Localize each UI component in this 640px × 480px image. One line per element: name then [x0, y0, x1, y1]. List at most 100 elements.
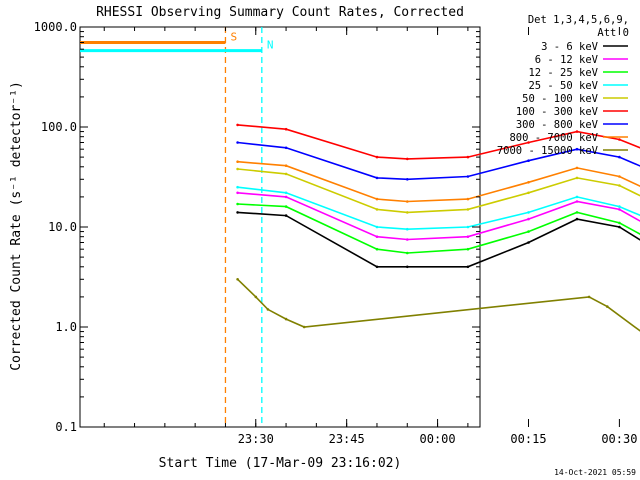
series-7-point-2 — [375, 197, 379, 201]
series-line-8 — [237, 278, 640, 332]
time-markers: SN — [80, 27, 274, 427]
series-2-point-3 — [406, 251, 409, 255]
series-1-point-5 — [527, 217, 530, 221]
series-8-point-5 — [587, 295, 591, 299]
legend-label-0: 3 - 6 keV — [541, 41, 599, 53]
series-3-point-7 — [618, 205, 621, 208]
series-3-point-2 — [375, 225, 379, 229]
series-2-point-1 — [284, 205, 288, 208]
x-tick-label: 00:00 — [420, 432, 456, 446]
series-4-point-4 — [466, 208, 470, 211]
series-4-point-7 — [618, 184, 621, 187]
legend-label-4: 50 - 100 keV — [522, 93, 599, 105]
series-2-point-7 — [618, 221, 621, 225]
series-4-point-5 — [527, 191, 530, 195]
y-tick-label: 0.1 — [55, 420, 77, 434]
series-8-point-2 — [266, 308, 270, 311]
series-2-point-6 — [575, 211, 579, 214]
y-tick-label: 100.0 — [41, 120, 77, 134]
legend-label-7: 800 - 7000 keV — [509, 132, 598, 144]
series-5-point-6 — [575, 130, 579, 133]
x-tick-label: 00:30 — [601, 432, 637, 446]
y-tick-label: 1.0 — [55, 320, 77, 334]
chart-title: RHESSI Observing Summary Count Rates, Co… — [96, 5, 464, 20]
series-6-point-2 — [375, 176, 379, 180]
series-8-point-4 — [302, 325, 306, 329]
series-1-point-3 — [406, 238, 409, 241]
x-tick-label: 00:15 — [510, 432, 546, 446]
series-6-point-6 — [575, 147, 579, 151]
series-4-point-0 — [236, 167, 239, 171]
x-tick-label: 23:30 — [238, 432, 274, 446]
series-6-point-7 — [618, 155, 621, 159]
series-1-point-2 — [375, 235, 379, 238]
marker-label-n: N — [267, 39, 274, 52]
series-2-point-5 — [527, 230, 530, 233]
series-2-point-0 — [236, 202, 239, 206]
series-8-point-3 — [284, 317, 288, 321]
y-tick-label: 10.0 — [48, 220, 77, 234]
series-1-point-4 — [466, 235, 470, 238]
series-8-point-1 — [254, 295, 258, 299]
series-6-point-3 — [406, 178, 409, 181]
legend-label-6: 300 - 800 keV — [516, 119, 599, 131]
series-7-point-3 — [406, 200, 409, 203]
series-0-point-1 — [284, 214, 288, 217]
x-tick-label: 23:45 — [329, 432, 365, 446]
series-0-point-4 — [466, 265, 470, 269]
series-6-point-1 — [284, 146, 288, 150]
series-1-point-0 — [236, 191, 239, 195]
series-1-point-6 — [575, 200, 579, 203]
series-1-point-1 — [284, 195, 288, 199]
series-4-point-3 — [406, 211, 409, 214]
series-3-point-4 — [466, 225, 470, 229]
series-3-point-5 — [527, 211, 530, 214]
series-0-point-2 — [375, 265, 379, 269]
series-0-point-3 — [406, 265, 409, 269]
series-0-point-5 — [527, 241, 530, 244]
series-lines — [236, 123, 640, 332]
y-axis: 0.1 1.0 10.0 100.0 1000.0 — [34, 20, 480, 434]
plot-area — [79, 26, 481, 428]
series-0-point-7 — [618, 225, 621, 229]
series-6-point-0 — [236, 141, 239, 144]
legend-label-8: 7000 - 15000 keV — [497, 145, 599, 157]
x-axis-label: Start Time (17-Mar-09 23:16:02) — [159, 456, 402, 471]
series-6-point-4 — [466, 175, 470, 178]
series-7-point-0 — [236, 160, 239, 163]
series-3-point-0 — [236, 185, 239, 189]
series-7-point-5 — [527, 181, 530, 184]
series-5-point-5 — [527, 141, 530, 144]
series-2-point-2 — [375, 247, 379, 251]
series-1-point-7 — [618, 208, 621, 211]
series-4-point-6 — [575, 176, 579, 180]
series-5-point-4 — [466, 155, 470, 159]
series-3-point-6 — [575, 195, 579, 199]
series-7-point-7 — [618, 175, 621, 178]
series-5-point-1 — [284, 127, 288, 131]
timestamp: 14-Oct-2021 05:59 — [554, 468, 636, 477]
series-5-point-2 — [375, 155, 379, 159]
y-tick-label: 1000.0 — [34, 20, 77, 34]
series-line-0 — [237, 211, 640, 268]
legend-label-3: 25 - 50 keV — [528, 80, 598, 92]
series-7-point-4 — [466, 197, 470, 201]
series-4-point-1 — [284, 172, 288, 176]
series-3-point-3 — [406, 227, 409, 231]
legend-label-2: 12 - 25 keV — [528, 67, 598, 79]
plot-border — [79, 26, 481, 428]
series-6-point-5 — [527, 159, 530, 162]
marker-label-s: S — [230, 30, 237, 43]
series-0-point-0 — [236, 211, 239, 214]
series-7-point-1 — [284, 164, 288, 167]
series-8-point-0 — [236, 278, 239, 281]
y-axis-label: Corrected Count Rate (s⁻¹ detector⁻¹) — [9, 81, 24, 371]
series-0-point-6 — [575, 217, 579, 221]
series-4-point-2 — [375, 208, 379, 211]
series-5-point-0 — [236, 123, 239, 127]
series-5-point-3 — [406, 157, 409, 161]
series-7-point-6 — [575, 166, 579, 170]
